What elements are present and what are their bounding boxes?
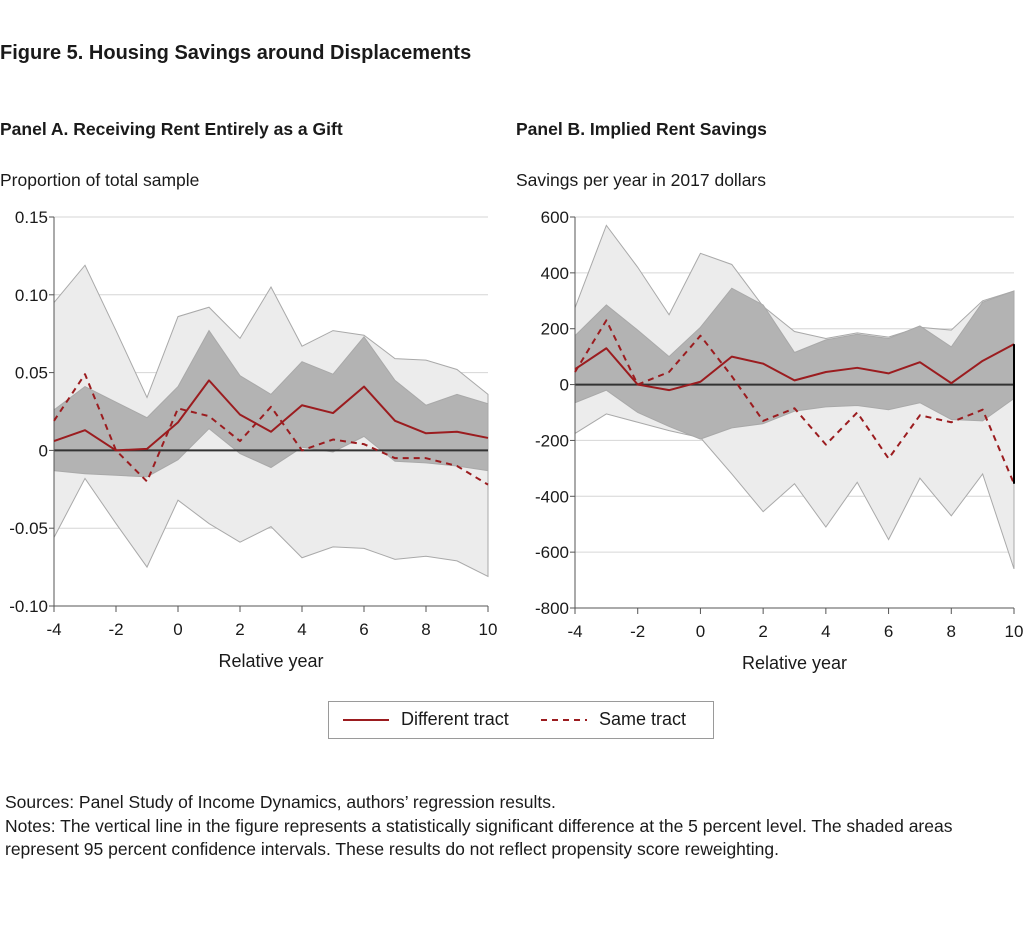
panel-a-y-tick-label: 0.05	[15, 364, 48, 383]
panel-b-x-tick-label: 8	[947, 622, 956, 641]
panel-b-x-axis-label: Relative year	[742, 653, 847, 673]
panel-b-line-same-tract	[574, 319, 1015, 485]
panel-a-y-tick-label: -0.05	[9, 519, 48, 538]
panel-b-title: Panel B. Implied Rent Savings	[516, 119, 767, 139]
figure-title: Figure 5. Housing Savings around Displac…	[0, 42, 472, 64]
panel-b-x-tick-label: 4	[821, 622, 830, 641]
panel-a-x-tick-label: 0	[173, 620, 182, 639]
panel-a-x-tick-label: -4	[46, 620, 61, 639]
panel-b-x-tick-label: -4	[567, 622, 582, 641]
panel-b-y-tick-label: 0	[560, 376, 569, 395]
panel-b-y-tick-label: -800	[535, 599, 569, 618]
panel-b-x-tick-label: 10	[1005, 622, 1024, 641]
panel-b-x-tick-label: 2	[758, 622, 767, 641]
panel-a-y-tick-label: 0	[39, 441, 48, 460]
panel-a-ci-band-different-tract	[53, 329, 489, 478]
dashed-line-swatch	[541, 718, 587, 721]
panel-a-x-tick-label: 2	[235, 620, 244, 639]
panel-a-line-same-tract	[53, 373, 489, 486]
panel-a-y-axis-label: Proportion of total sample	[0, 170, 200, 190]
panel-b-line-different-tract	[574, 343, 1015, 392]
panel-a-x-tick-label: -2	[108, 620, 123, 639]
panel-a-y-tick-label: 0.10	[15, 286, 48, 305]
notes-text: Notes: The vertical line in the figure r…	[5, 815, 953, 860]
legend-item-same-tract: Same tract	[541, 709, 686, 730]
panel-a-x-tick-label: 10	[479, 620, 498, 639]
legend-label-same-tract: Same tract	[599, 709, 687, 729]
panel-b-y-tick-label: 400	[541, 264, 569, 283]
legend-item-different-tract: Different tract	[343, 709, 509, 730]
panel-b-y-tick-label: 200	[541, 320, 569, 339]
panel-a-x-tick-label: 8	[421, 620, 430, 639]
charts-canvas: 0.15 0.10 0.05 0 -0.05 -0.10 -4 -2 0 2 4 6 8 10 Relati…	[9, 208, 1024, 673]
legend: Different tract Same tract	[328, 701, 714, 739]
panel-a-y-tick-label: 0.15	[15, 208, 48, 227]
sources-text: Sources: Panel Study of Income Dynamics,…	[5, 792, 556, 812]
panel-b-x-tick-label: -2	[630, 622, 645, 641]
panel-a-title: Panel A. Receiving Rent Entirely as a Gi…	[0, 119, 343, 139]
panel-b-y-tick-label: 600	[541, 208, 569, 227]
panel-a-line-different-tract	[53, 379, 489, 452]
panel-a-x-tick-label: 6	[359, 620, 368, 639]
panel-b-y-tick-label: -600	[535, 543, 569, 562]
panel-b-y-axis-label: Savings per year in 2017 dollars	[516, 170, 767, 190]
panel-a-x-tick-label: 4	[297, 620, 306, 639]
panel-b-y-tick-label: -200	[535, 431, 569, 450]
panel-b-y-tick-label: -400	[535, 487, 569, 506]
legend-label-different-tract: Different tract	[401, 709, 509, 729]
panel-b-x-tick-label: 0	[696, 622, 705, 641]
notes-block: Sources: Panel Study of Income Dynamics,…	[5, 791, 1015, 862]
panel-a-y-tick-label: -0.10	[9, 597, 48, 616]
solid-line-swatch	[343, 718, 389, 721]
panel-b-x-tick-label: 6	[884, 622, 893, 641]
panel-a-x-axis-label: Relative year	[218, 651, 323, 671]
